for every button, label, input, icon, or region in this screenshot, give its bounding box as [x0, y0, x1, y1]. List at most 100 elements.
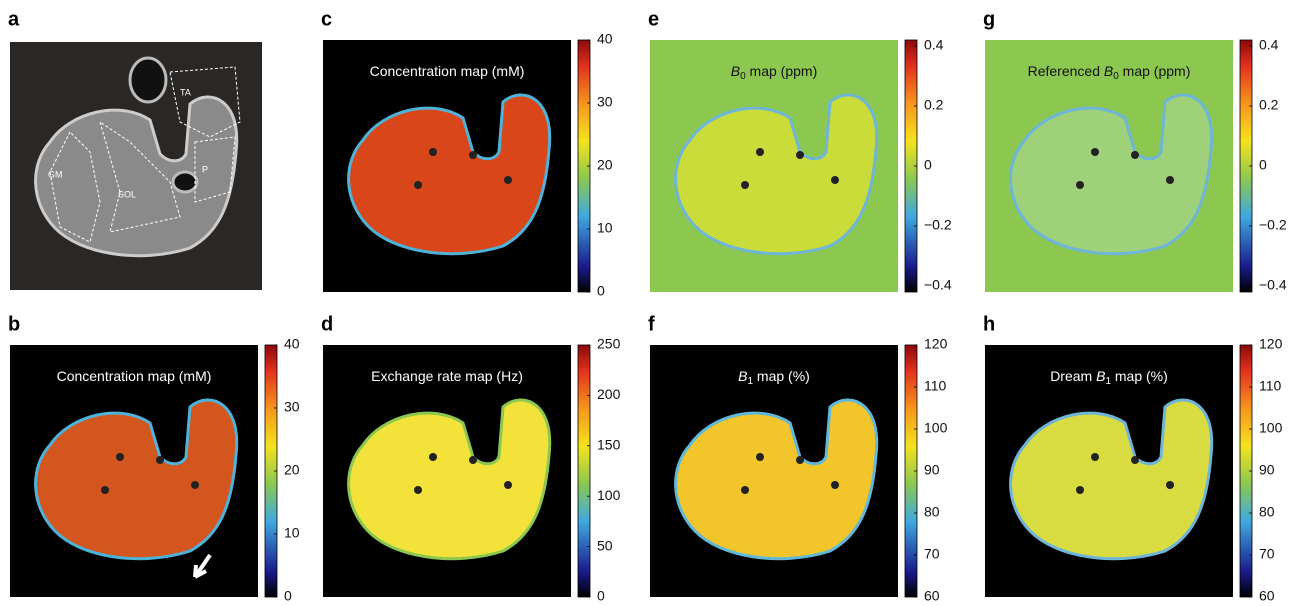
panel: gReferenced B0 map (ppm)−0.4−0.200.20.4 — [983, 8, 1287, 292]
colorbar-tick-label: 0 — [924, 157, 932, 173]
spot — [831, 481, 839, 489]
spot — [1131, 151, 1139, 159]
title-part: Concentration map (mM) — [370, 63, 525, 79]
map-title: Concentration map (mM) — [57, 368, 212, 384]
map-title: Concentration map (mM) — [370, 63, 525, 79]
bone — [130, 58, 166, 102]
panel-letter: a — [8, 8, 20, 30]
colorbar-tick-label: 30 — [284, 399, 300, 415]
colorbar-tick-label: 100 — [924, 420, 948, 436]
colorbar-tick-label: 110 — [924, 378, 947, 394]
title-part: Concentration map (mM) — [57, 368, 212, 384]
title-part: Exchange rate map (Hz) — [371, 368, 523, 384]
colorbar-tick-label: 10 — [597, 220, 613, 236]
colorbar-tick-label: −0.2 — [924, 217, 952, 233]
title-part: map (ppm) — [746, 63, 818, 79]
colorbar-tick-label: 90 — [1259, 462, 1275, 478]
colorbar-tick-label: −0.2 — [1259, 217, 1287, 233]
colorbar-tick-label: −0.4 — [924, 277, 952, 293]
colorbar-tick-label: 110 — [1259, 378, 1282, 394]
colorbar-tick-label: 0.4 — [924, 37, 944, 53]
panel: a TA GM SOL P — [8, 8, 262, 290]
panel-letter: b — [8, 313, 20, 335]
colorbar-tick-label: 30 — [597, 94, 613, 110]
colorbar — [578, 345, 590, 597]
title-part: map (%) — [1111, 368, 1168, 384]
colorbar-tick-label: 0.2 — [1259, 97, 1279, 113]
spot — [741, 486, 749, 494]
spot — [116, 453, 124, 461]
spot — [469, 456, 477, 464]
colorbar-tick-label: 70 — [924, 546, 940, 562]
region-label: P — [202, 164, 208, 174]
colorbar-tick-label: 20 — [284, 462, 300, 478]
spot — [756, 453, 764, 461]
colorbar-tick-label: 0 — [597, 588, 605, 601]
colorbar-tick-label: 0 — [284, 588, 292, 601]
spot — [504, 176, 512, 184]
title-part: Referenced — [1028, 63, 1104, 79]
colorbar-tick-label: 120 — [924, 336, 948, 352]
title-part: B — [738, 368, 747, 384]
page: {"panels": [ {"letter": "a", "labels": [… — [0, 0, 1300, 601]
spot — [831, 176, 839, 184]
bone — [173, 172, 197, 192]
spot — [1091, 148, 1099, 156]
spot — [156, 456, 164, 464]
spot — [469, 151, 477, 159]
colorbar-tick-label: 10 — [284, 525, 300, 541]
spot — [191, 481, 199, 489]
figure: a TA GM SOL Pb Concentration map (mM) 0 10 20 30 4… — [0, 0, 1300, 601]
colorbar-tick-label: 100 — [597, 487, 621, 503]
colorbar-tick-label: 0.4 — [1259, 37, 1279, 53]
colorbar-tick-label: −0.4 — [1259, 277, 1287, 293]
spot — [101, 486, 109, 494]
spot — [429, 148, 437, 156]
colorbar-tick-label: 60 — [1259, 588, 1275, 601]
spot — [414, 486, 422, 494]
panel-letter: f — [648, 313, 655, 335]
spot — [756, 148, 764, 156]
map-title: Exchange rate map (Hz) — [371, 368, 523, 384]
colorbar-tick-label: 70 — [1259, 546, 1275, 562]
panel: eB0 map (ppm)−0.4−0.200.20.4 — [648, 8, 952, 292]
title-part: Dream — [1050, 368, 1096, 384]
colorbar-tick-label: 80 — [1259, 504, 1275, 520]
title-part: B — [1104, 63, 1113, 79]
colorbar-tick-label: 40 — [597, 31, 613, 47]
spot — [1166, 481, 1174, 489]
spot — [1166, 176, 1174, 184]
colorbar-tick-label: 100 — [1259, 420, 1283, 436]
panel: b Concentration map (mM) 0 10 20 30 40 — [8, 313, 300, 601]
spot — [1131, 456, 1139, 464]
panel: hDream B1 map (%)60708090100110120 — [983, 313, 1283, 601]
panel-letter: e — [648, 8, 659, 30]
colorbar-tick-label: 40 — [284, 336, 300, 352]
title-part: map (ppm) — [1119, 63, 1191, 79]
spot — [796, 456, 804, 464]
spot — [429, 453, 437, 461]
region-label: TA — [180, 87, 191, 97]
colorbar-tick-label: 60 — [924, 588, 940, 601]
spot — [1091, 453, 1099, 461]
colorbar-tick-label: 0 — [597, 283, 605, 299]
spot — [1076, 181, 1084, 189]
colorbar-tick-label: 90 — [924, 462, 940, 478]
colorbar-tick-label: 50 — [597, 537, 613, 553]
colorbar-tick-label: 150 — [597, 437, 621, 453]
colorbar-tick-label: 0.2 — [924, 97, 944, 113]
spot — [741, 181, 749, 189]
colorbar-tick-label: 250 — [597, 336, 621, 352]
title-part: B — [1096, 368, 1105, 384]
panel-letter: g — [983, 8, 995, 30]
colorbar-tick-label: 20 — [597, 157, 613, 173]
colorbar-tick-label: 200 — [597, 386, 621, 402]
region-label: GM — [48, 169, 63, 179]
spot — [796, 151, 804, 159]
region-label: SOL — [118, 189, 136, 199]
panel-letter: h — [983, 313, 995, 335]
spot — [1076, 486, 1084, 494]
spot — [504, 481, 512, 489]
